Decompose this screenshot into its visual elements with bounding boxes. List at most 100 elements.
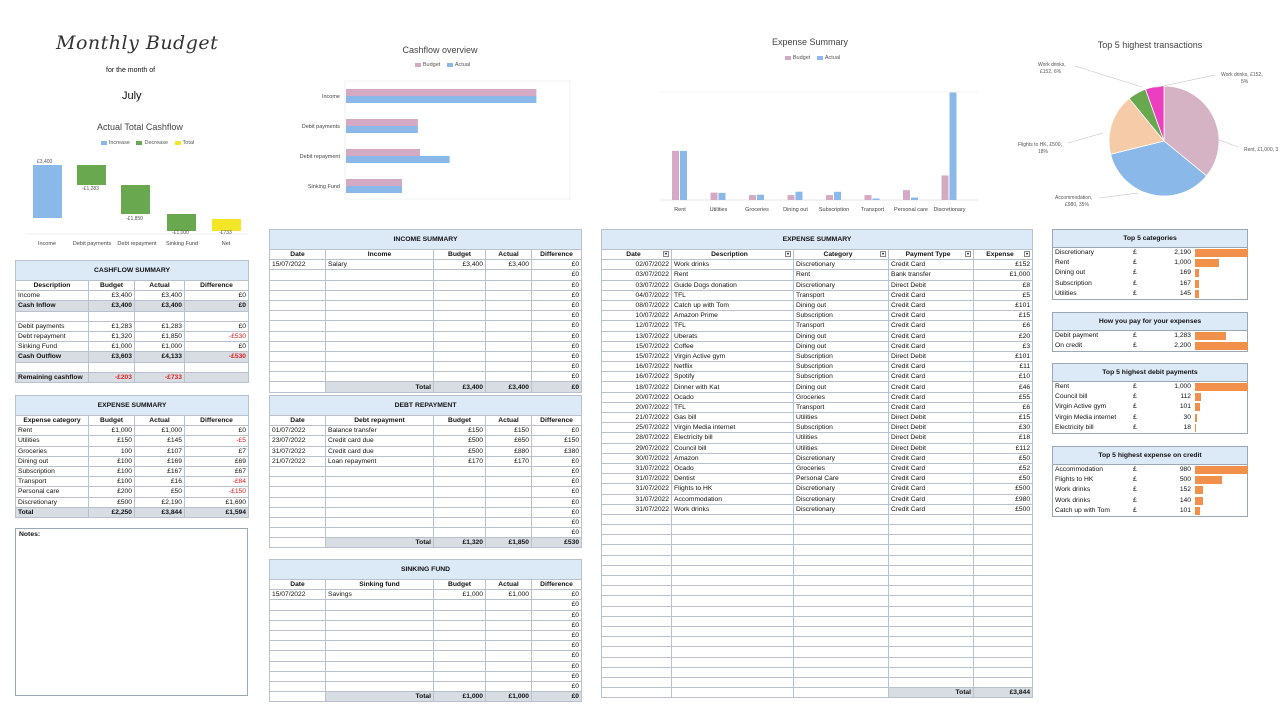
panel-data-bar xyxy=(1195,383,1248,391)
table-cell: £1,000 xyxy=(433,589,486,601)
waterfall-cat-sinking: Sinking Fund xyxy=(166,241,198,247)
top-debit-title: Top 5 highest debit payments xyxy=(1053,364,1247,382)
empty-row xyxy=(601,554,1034,566)
currency-symbol: £ xyxy=(1133,383,1137,390)
panel-data-bar xyxy=(1195,259,1220,268)
filter-dropdown-icon[interactable]: ▾ xyxy=(1024,251,1031,258)
table-row: 03/07/2022 Guide Dogs donation Discretiona… xyxy=(601,279,1034,291)
column-header-label: Expense xyxy=(986,251,1014,259)
table-cell: Groceries xyxy=(15,445,89,457)
table-row: 08/07/2022 Catch up with Tom Dining out Cre… xyxy=(601,299,1034,312)
empty-row: £0 xyxy=(269,599,583,611)
column-header-filter[interactable]: Date ▾ xyxy=(601,248,672,261)
table-cell: 16/07/2022 xyxy=(601,371,672,383)
table-cell: £3,400 xyxy=(134,300,185,312)
currency-symbol: £ xyxy=(1133,506,1137,514)
table-cell: £500 xyxy=(972,503,1034,515)
column-header: Difference xyxy=(530,248,583,261)
table-cell: £0 xyxy=(530,599,583,611)
panel-data-bar xyxy=(1195,496,1203,505)
column-header: Difference xyxy=(530,578,583,591)
table-cell: 31/07/2022 xyxy=(601,493,672,505)
empty-row: £0 xyxy=(269,619,583,631)
currency-symbol: £ xyxy=(1133,393,1137,401)
column-header-filter[interactable]: Payment Type ▾ xyxy=(888,248,974,261)
table-cell: Cash Inflow xyxy=(15,300,89,312)
expense-cat-label: Transport xyxy=(861,207,885,213)
pie-slice xyxy=(1110,140,1208,197)
table-cell: Credit Card xyxy=(888,462,974,475)
column-header: Date xyxy=(269,248,326,261)
table-row: Debt repayment £1,320 £1,850 -£530 xyxy=(15,330,250,343)
table-cell: Credit Card xyxy=(888,381,974,393)
table-cell xyxy=(15,310,89,322)
table-cell: £0 xyxy=(530,650,583,662)
pie-label-rent: Rent, £1,000, 3 xyxy=(1244,147,1278,153)
table-row: 01/07/2022 Balance transfer £150 £150 £0 xyxy=(269,425,583,437)
table-row: 31/07/2022 Work drinks Discretionary Credit… xyxy=(601,503,1034,515)
filter-dropdown-icon[interactable]: ▾ xyxy=(965,251,971,258)
expense-chart-legend: Budget Actual xyxy=(775,55,845,61)
column-header-filter[interactable]: Description ▾ xyxy=(671,248,794,261)
table-row: 13/07/2022 Uberats Dining out Credit Card £2… xyxy=(601,330,1034,342)
expense-summary-small-table: EXPENSE SUMMARY Expense category Budget Ac… xyxy=(15,395,249,518)
expense-bar-actual xyxy=(680,150,687,200)
column-header-filter[interactable]: Expense ▾ xyxy=(972,248,1034,261)
filter-dropdown-icon[interactable]: ▾ xyxy=(880,251,886,258)
currency-symbol: £ xyxy=(1133,342,1137,350)
expense-bar-budget xyxy=(710,192,718,200)
table-row: 31/07/2022 Ocado Groceries Credit Card £52 xyxy=(601,462,1034,475)
empty-row: £0 xyxy=(269,371,583,383)
panel-row-value: 169 xyxy=(1179,269,1191,277)
panel-row-value: 1,283 xyxy=(1174,332,1191,339)
column-header: Actual xyxy=(134,414,185,427)
table-cell: Discretionary xyxy=(793,259,889,271)
table-cell: £0 xyxy=(530,340,583,352)
table-cell xyxy=(134,361,185,373)
top-categories-title: Top 5 categories xyxy=(1053,230,1247,248)
total-difference: £0 xyxy=(530,381,583,393)
table-cell: Income xyxy=(15,290,89,302)
table-cell: £0 xyxy=(530,680,583,693)
table-cell: £0 xyxy=(183,320,250,332)
pie-label-work1-a: Work drinks, xyxy=(1038,62,1066,68)
table-cell: Coffee xyxy=(671,340,794,352)
table-cell: £0 xyxy=(184,425,249,437)
empty-row: £0 xyxy=(269,340,583,352)
currency-symbol: £ xyxy=(1133,279,1137,287)
table-row: 12/07/2022 TFL Transport Credit Card £6 xyxy=(601,320,1034,332)
table-row: Income £3,400 £3,400 £0 xyxy=(15,290,250,302)
table-cell: Direct Debit xyxy=(888,350,974,363)
empty-row: £0 xyxy=(269,680,583,693)
table-cell: £1,000 xyxy=(485,589,532,601)
panel-data-bar xyxy=(1195,423,1196,432)
top-debit-panel: Top 5 highest debit payments Rent £1,000 C… xyxy=(1052,363,1248,434)
table-cell: Amazon xyxy=(671,452,794,464)
panel-row-label: Rent xyxy=(1055,259,1070,267)
table-cell: £1,283 xyxy=(88,320,135,332)
column-header-filter[interactable]: Category ▾ xyxy=(793,248,889,261)
table-cell: Rent xyxy=(15,425,89,437)
empty-row: £0 xyxy=(269,476,583,488)
expense-summary-big-table: EXPENSE SUMMARY Date ▾ Description ▾ Categor… xyxy=(600,229,1034,699)
panel-row-label: Rent xyxy=(1055,383,1070,390)
table-cell: Transport xyxy=(793,289,889,301)
waterfall-label-debit: -£1,283 xyxy=(82,186,99,192)
table-cell: £69 xyxy=(184,455,249,467)
filter-dropdown-icon[interactable]: ▾ xyxy=(663,251,669,258)
panel-row: Subscription £167 xyxy=(1053,279,1247,289)
table-cell: £500 xyxy=(433,445,486,457)
table-row: 04/07/2022 TFL Transport Credit Card £5 xyxy=(601,289,1034,301)
filter-dropdown-icon[interactable]: ▾ xyxy=(785,251,791,258)
table-cell: Direct Debit xyxy=(888,279,974,291)
table-row: Total £2,250 £3,844 £1,594 xyxy=(15,506,249,518)
table-cell: £0 xyxy=(530,476,583,488)
table-cell: £100 xyxy=(88,476,135,488)
table-cell: 01/07/2022 xyxy=(269,425,326,437)
table-cell: £150 xyxy=(530,435,583,447)
notes-box[interactable]: Notes: xyxy=(15,528,248,696)
expense-bar-actual xyxy=(834,191,841,200)
empty-row: £0 xyxy=(269,350,583,363)
table-cell: £169 xyxy=(134,455,185,467)
table-cell: £3,400 xyxy=(485,259,532,271)
